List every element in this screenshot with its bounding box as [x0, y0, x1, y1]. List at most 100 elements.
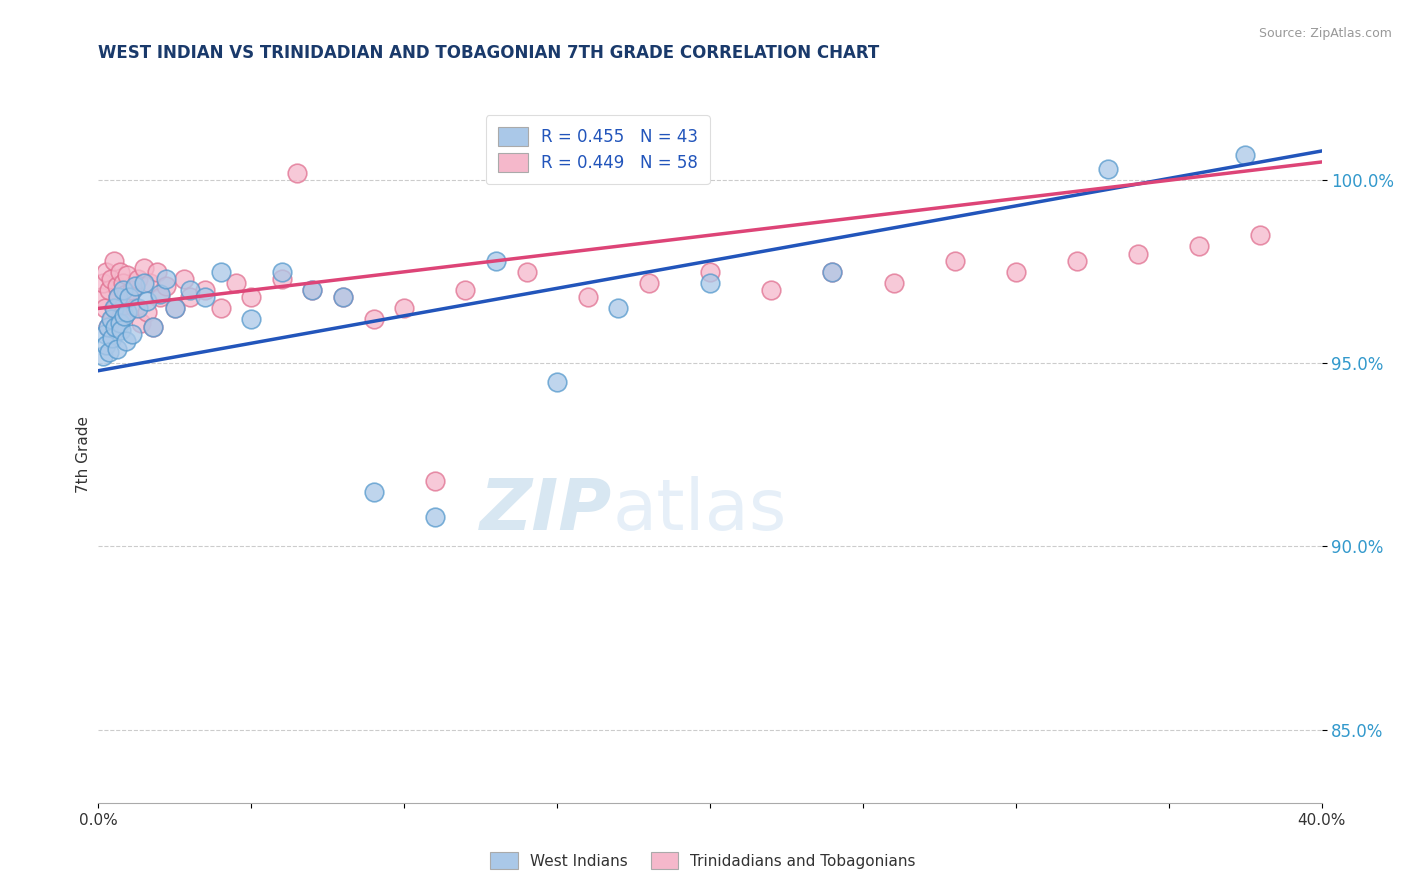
Point — [142, 319, 165, 334]
Point — [111, 276, 134, 290]
Point — [100, 312, 122, 326]
Point — [97, 319, 120, 334]
Point — [91, 276, 114, 290]
Point — [155, 272, 177, 286]
Point — [118, 290, 141, 304]
Point — [139, 276, 162, 290]
Point — [516, 265, 538, 279]
Point — [112, 309, 135, 323]
Point — [179, 290, 201, 304]
Point — [94, 265, 117, 279]
Point — [454, 283, 477, 297]
Point — [332, 290, 354, 304]
Point — [107, 290, 129, 304]
Point — [98, 345, 121, 359]
Point — [761, 283, 783, 297]
Point — [699, 276, 721, 290]
Text: WEST INDIAN VS TRINIDADIAN AND TOBAGONIAN 7TH GRADE CORRELATION CHART: WEST INDIAN VS TRINIDADIAN AND TOBAGONIA… — [98, 45, 880, 62]
Point — [98, 283, 121, 297]
Point — [105, 342, 128, 356]
Point — [110, 323, 132, 337]
Point — [173, 272, 195, 286]
Point — [121, 283, 143, 297]
Point — [97, 319, 120, 334]
Point — [363, 484, 385, 499]
Point — [240, 290, 263, 304]
Point — [142, 319, 165, 334]
Point — [301, 283, 323, 297]
Point — [115, 286, 138, 301]
Point — [423, 474, 446, 488]
Point — [93, 327, 115, 342]
Point — [332, 290, 354, 304]
Point — [270, 272, 294, 286]
Point — [117, 268, 139, 283]
Point — [103, 301, 125, 316]
Point — [194, 290, 217, 304]
Point — [607, 301, 630, 316]
Point — [108, 316, 131, 330]
Point — [179, 283, 201, 297]
Point — [1097, 162, 1119, 177]
Point — [101, 312, 124, 326]
Point — [112, 298, 135, 312]
Point — [821, 265, 844, 279]
Point — [103, 253, 125, 268]
Point — [285, 166, 308, 180]
Point — [637, 276, 661, 290]
Point — [101, 331, 124, 345]
Point — [127, 301, 149, 316]
Point — [127, 272, 149, 286]
Point — [363, 312, 385, 326]
Point — [93, 301, 115, 316]
Text: Source: ZipAtlas.com: Source: ZipAtlas.com — [1258, 27, 1392, 40]
Point — [149, 286, 172, 301]
Point — [240, 312, 263, 326]
Point — [485, 253, 508, 268]
Point — [576, 290, 599, 304]
Point — [943, 253, 966, 268]
Point — [883, 276, 905, 290]
Point — [163, 301, 186, 316]
Point — [392, 301, 416, 316]
Point — [136, 305, 159, 319]
Point — [105, 279, 128, 293]
Point — [91, 349, 114, 363]
Point — [118, 290, 141, 304]
Text: ZIP: ZIP — [479, 476, 612, 545]
Legend: West Indians, Trinidadians and Tobagonians: West Indians, Trinidadians and Tobagonia… — [484, 846, 922, 875]
Point — [149, 290, 172, 304]
Point — [1234, 147, 1257, 161]
Point — [115, 334, 138, 349]
Point — [821, 265, 844, 279]
Point — [108, 265, 131, 279]
Point — [1188, 239, 1211, 253]
Point — [124, 279, 146, 293]
Point — [134, 276, 156, 290]
Point — [209, 265, 232, 279]
Point — [423, 510, 446, 524]
Point — [124, 301, 146, 316]
Text: atlas: atlas — [612, 476, 786, 545]
Point — [1066, 253, 1088, 268]
Point — [301, 283, 323, 297]
Point — [129, 316, 152, 330]
Point — [209, 301, 232, 316]
Point — [117, 305, 139, 319]
Point — [94, 338, 117, 352]
Point — [194, 283, 217, 297]
Point — [270, 265, 294, 279]
Point — [121, 327, 143, 342]
Y-axis label: 7th Grade: 7th Grade — [76, 417, 91, 493]
Point — [100, 272, 122, 286]
Point — [145, 265, 167, 279]
Point — [225, 276, 247, 290]
Point — [134, 261, 156, 276]
Point — [90, 290, 112, 304]
Point — [104, 319, 127, 334]
Point — [1004, 265, 1026, 279]
Point — [107, 290, 129, 304]
Point — [104, 301, 127, 316]
Legend: R = 0.455   N = 43, R = 0.449   N = 58: R = 0.455 N = 43, R = 0.449 N = 58 — [486, 115, 710, 184]
Point — [110, 309, 132, 323]
